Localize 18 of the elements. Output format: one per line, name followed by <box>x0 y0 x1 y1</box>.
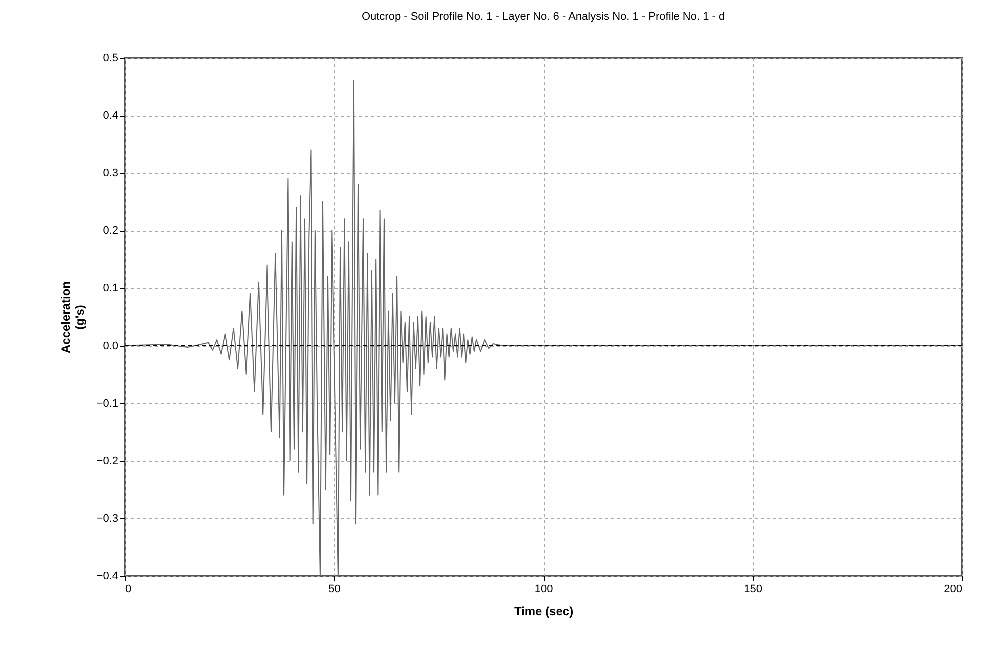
y-tick-label: 0.3 <box>103 168 118 180</box>
y-tick-label: 0.0 <box>103 340 118 352</box>
y-tick-label: −0.1 <box>96 398 118 410</box>
y-tick-label: 0.2 <box>103 225 118 238</box>
y-tick-label: 0.1 <box>103 282 118 295</box>
y-tick-label: 0.4 <box>103 110 118 122</box>
y-axis-title: Acceleration (g's) <box>58 281 87 354</box>
x-axis-title: Time (sec) <box>514 604 574 618</box>
y-tick-label: −0.2 <box>96 455 118 468</box>
y-tick-label: −0.4 <box>96 570 118 582</box>
x-tick-label: 100 <box>534 584 554 596</box>
x-tick-label: 0 <box>126 584 132 596</box>
x-tick-label: 150 <box>744 584 762 596</box>
y-tick-label: −0.3 <box>96 512 118 525</box>
x-tick-label: 50 <box>328 584 341 596</box>
x-tick-label: 200 <box>944 584 962 596</box>
y-tick-label: 0.5 <box>103 52 118 64</box>
chart-title: Outcrop - Soil Profile No. 1 - Layer No. 6 - Analysis No. 1 - Profile No. 1 - d <box>362 11 726 23</box>
